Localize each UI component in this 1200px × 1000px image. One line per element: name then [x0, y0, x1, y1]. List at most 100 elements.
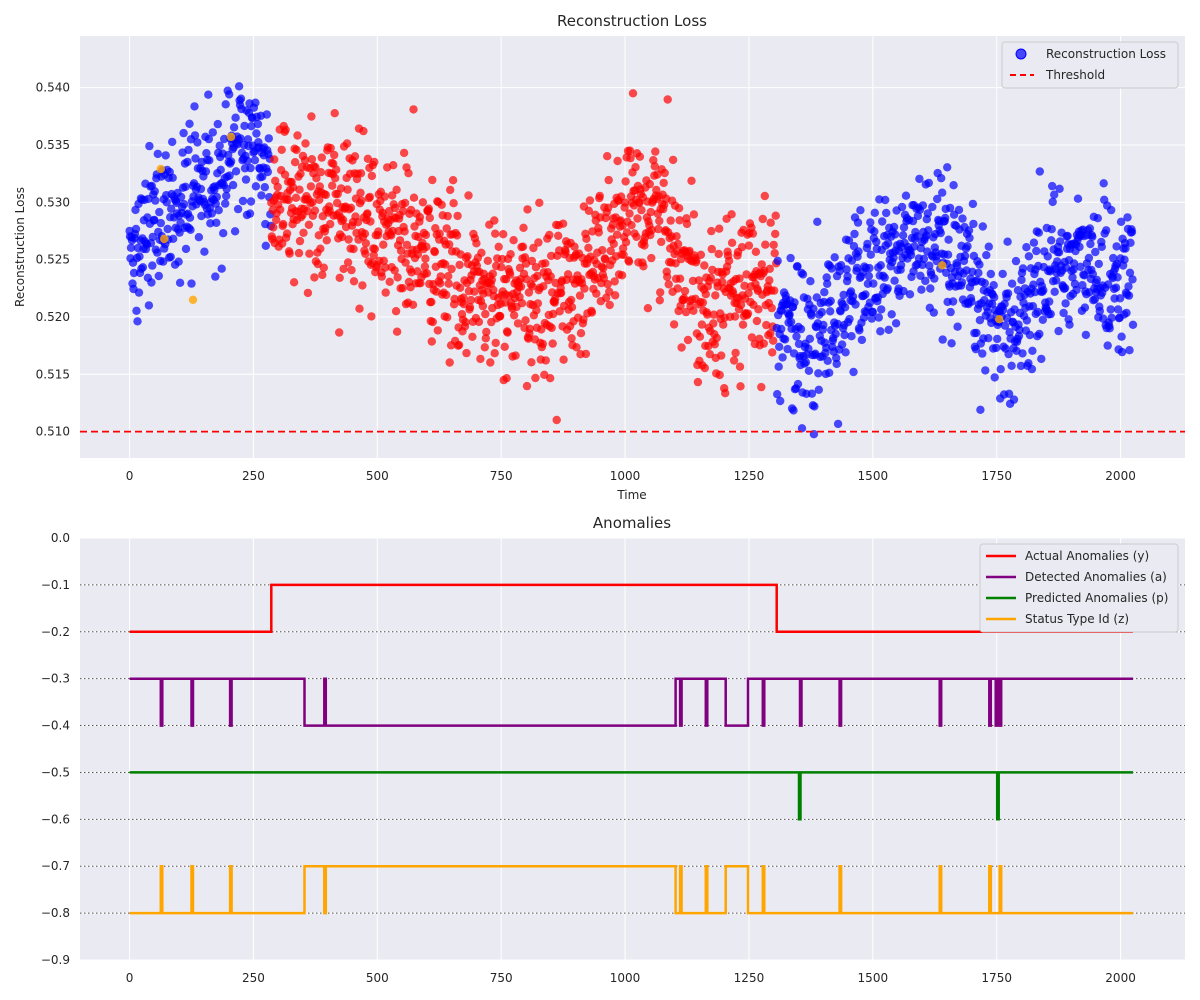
- data-point: [367, 171, 377, 181]
- data-point: [783, 344, 792, 354]
- data-point: [1028, 302, 1038, 311]
- data-point: [700, 261, 709, 270]
- data-point: [631, 163, 640, 172]
- data-point: [253, 119, 263, 129]
- data-point: [801, 358, 811, 367]
- data-point: [168, 173, 177, 182]
- data-point: [572, 343, 581, 352]
- data-point: [193, 138, 202, 147]
- y-tick-label: 0.510: [36, 425, 70, 439]
- data-point: [443, 313, 452, 322]
- data-point: [647, 225, 656, 235]
- data-point: [974, 268, 983, 278]
- legend-top: Reconstruction Loss Threshold: [1001, 41, 1179, 89]
- data-point: [1018, 264, 1028, 273]
- data-point: [612, 230, 622, 239]
- data-point: [452, 231, 462, 240]
- data-point: [379, 256, 388, 265]
- data-point: [924, 226, 933, 235]
- y-tick-label: −0.4: [41, 719, 70, 733]
- data-point: [866, 250, 875, 259]
- data-point: [929, 308, 938, 317]
- y-tick-label: −0.2: [41, 625, 70, 639]
- data-point: [496, 311, 505, 321]
- data-point: [919, 254, 929, 264]
- data-point: [1000, 321, 1010, 330]
- data-point: [148, 261, 157, 270]
- data-point: [1107, 205, 1116, 215]
- data-point: [876, 327, 885, 336]
- data-point: [169, 234, 178, 243]
- data-point: [270, 155, 279, 164]
- data-point: [307, 112, 316, 121]
- data-point: [1113, 273, 1122, 282]
- data-point: [1003, 289, 1013, 298]
- data-point: [870, 227, 879, 236]
- data-point: [519, 223, 528, 232]
- data-point: [1034, 228, 1044, 237]
- data-point: [807, 389, 817, 398]
- data-point: [421, 254, 430, 263]
- data-point: [581, 349, 591, 359]
- data-point: [1075, 242, 1084, 252]
- data-point: [833, 419, 843, 429]
- x-tick-label: 1750: [981, 469, 1012, 483]
- data-point: [988, 299, 997, 308]
- data-point: [228, 180, 238, 190]
- data-point: [515, 263, 525, 272]
- data-point: [673, 239, 683, 249]
- data-point: [870, 208, 879, 217]
- x-tick-label: 0: [126, 971, 134, 985]
- data-point: [211, 199, 220, 208]
- data-point: [916, 244, 926, 253]
- data-point: [637, 205, 646, 215]
- data-point: [183, 157, 192, 167]
- data-point: [337, 232, 347, 242]
- data-point: [225, 90, 234, 99]
- data-point: [771, 229, 780, 239]
- data-point: [344, 235, 353, 244]
- data-point: [945, 203, 955, 213]
- data-point: [422, 269, 432, 278]
- data-point: [251, 98, 260, 107]
- data-point: [737, 243, 747, 252]
- data-point: [651, 147, 660, 156]
- data-point: [697, 320, 707, 329]
- data-point: [422, 242, 431, 251]
- data-point: [378, 208, 387, 218]
- data-point: [381, 288, 390, 297]
- data-point: [179, 128, 188, 138]
- data-point: [1052, 276, 1061, 285]
- top-x-axis-label: Time: [616, 488, 646, 502]
- data-point: [806, 277, 815, 286]
- data-point: [654, 224, 663, 234]
- data-point: [359, 126, 368, 136]
- data-point: [446, 185, 455, 195]
- data-point: [353, 218, 363, 227]
- data-point: [660, 200, 669, 210]
- data-point: [820, 288, 829, 297]
- data-point: [246, 163, 255, 173]
- data-point: [1016, 361, 1026, 371]
- status-point: [160, 234, 169, 244]
- data-point: [213, 119, 222, 129]
- data-point: [153, 149, 162, 159]
- data-point: [663, 95, 672, 104]
- data-point: [868, 307, 877, 317]
- data-point: [841, 348, 850, 357]
- data-point: [622, 228, 632, 237]
- x-tick-label: 1500: [858, 469, 889, 483]
- data-point: [349, 244, 358, 254]
- data-point: [291, 193, 301, 202]
- data-point: [793, 379, 803, 389]
- data-point: [144, 301, 154, 310]
- data-point: [843, 272, 852, 281]
- data-point: [906, 250, 916, 260]
- data-point: [1086, 239, 1095, 249]
- data-point: [222, 191, 231, 201]
- data-point: [790, 298, 799, 307]
- data-point: [625, 209, 634, 218]
- data-point: [498, 254, 507, 264]
- data-point: [399, 148, 409, 158]
- data-point: [625, 146, 635, 155]
